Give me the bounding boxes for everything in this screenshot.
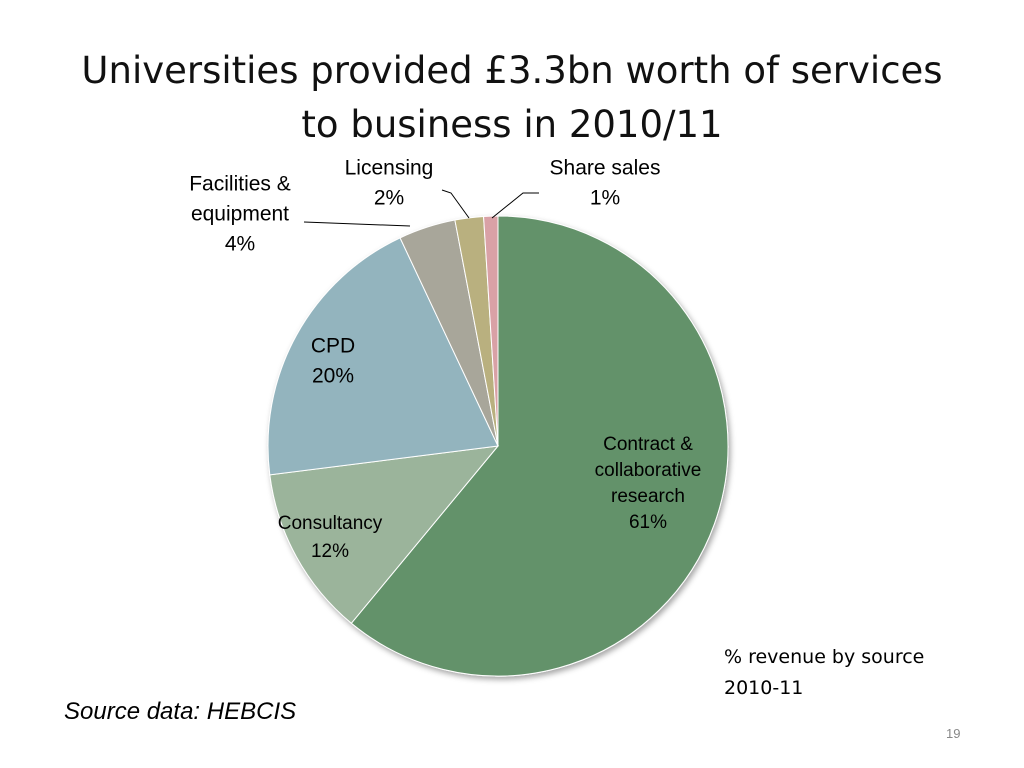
pie-slice-3 <box>267 237 499 476</box>
pie-slice-1 <box>350 215 729 677</box>
slide-title: Universities provided £3.3bn worth of se… <box>40 44 984 152</box>
slice-value-label-1: 61% <box>629 512 667 533</box>
slide-title-line-2: to business in 2010/11 <box>301 103 723 146</box>
pie-slice-6 <box>483 215 499 447</box>
pie-slice-2 <box>269 445 500 624</box>
leader-line-5 <box>441 189 470 219</box>
slide-title-line-1: Universities provided £3.3bn worth of se… <box>81 49 943 92</box>
leader-line-4 <box>303 221 411 227</box>
source-note: Source data: HEBCIS <box>64 698 297 725</box>
slice-label-6: Share sales <box>550 157 661 180</box>
chart-note-line-1: % revenue by source <box>724 646 925 668</box>
slice-label-1: research <box>611 486 685 507</box>
slice-value-label-3: 20% <box>312 365 354 388</box>
chart-note-line-2: 2010-11 <box>724 677 804 699</box>
slice-label-4: equipment <box>191 203 289 226</box>
slice-label-3: CPD <box>311 335 355 358</box>
leader-line-6 <box>491 192 539 219</box>
slice-value-label-5: 2% <box>374 187 404 210</box>
slice-value-label-4: 4% <box>225 233 255 256</box>
slice-value-label-2: 12% <box>311 541 349 562</box>
slice-value-label-6: 1% <box>590 187 620 210</box>
slice-label-5: Licensing <box>345 157 434 180</box>
slice-label-1: collaborative <box>595 460 702 481</box>
slice-label-2: Consultancy <box>278 513 383 534</box>
page-number: 19 <box>946 726 961 741</box>
chart-note: % revenue by source 2010-11 <box>724 642 924 704</box>
slice-label-1: Contract & <box>603 434 693 455</box>
slice-label-4: Facilities & <box>189 173 291 196</box>
